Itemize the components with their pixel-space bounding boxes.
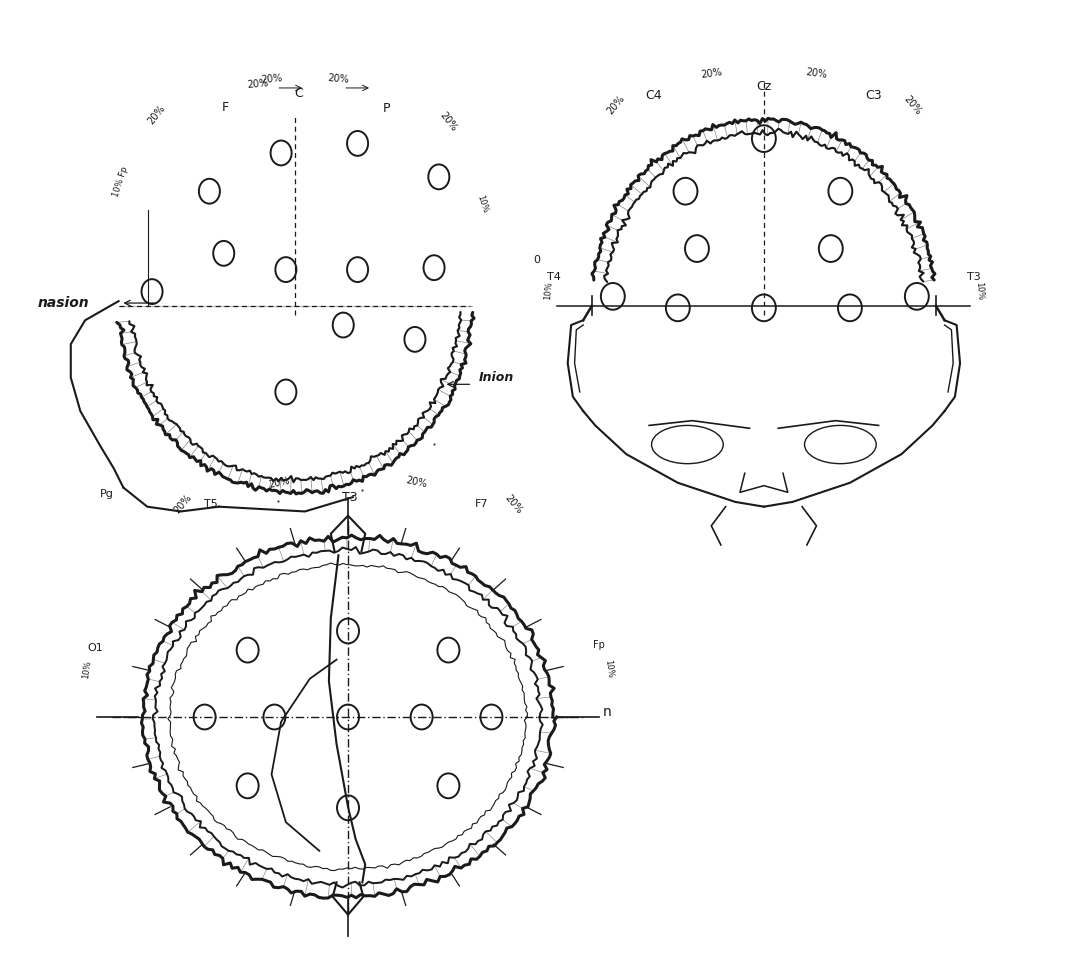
Text: C3: C3 [866,89,882,102]
Text: 10%: 10% [604,660,615,679]
Text: 10% Fp: 10% Fp [111,165,129,198]
Text: 20%: 20% [605,94,627,117]
Text: 20%: 20% [327,74,349,85]
Text: C4: C4 [645,89,663,102]
Text: 20%: 20% [437,110,459,133]
Text: nasion: nasion [37,296,89,310]
Text: 20%: 20% [901,94,923,117]
Text: Cz: Cz [756,79,771,93]
Text: 20%: 20% [172,492,194,515]
Text: 10%: 10% [474,194,489,214]
Text: 20%: 20% [503,492,524,515]
Text: 20%: 20% [406,475,429,489]
Text: 10%: 10% [82,660,92,679]
Text: T5: T5 [205,499,219,509]
Text: Inion: Inion [479,371,515,384]
Text: F: F [222,100,230,114]
Text: 20%: 20% [268,475,290,489]
Text: T4: T4 [547,272,561,282]
Text: P: P [383,101,390,115]
Text: F7: F7 [475,499,489,509]
Text: T3: T3 [967,272,980,282]
Text: 20%: 20% [805,68,828,80]
Text: n: n [603,706,611,719]
Text: O1: O1 [87,643,103,653]
Text: Fp: Fp [593,641,605,650]
Text: 20%: 20% [260,74,283,85]
Text: Pg: Pg [99,489,113,499]
Text: 20%: 20% [146,103,168,126]
Text: 10%: 10% [544,281,554,300]
Text: T3: T3 [342,490,358,504]
Text: 10%: 10% [974,281,985,300]
Text: 20%: 20% [700,68,722,80]
Text: C: C [294,87,302,100]
Text: 0: 0 [533,255,541,265]
Text: 20%: 20% [246,78,269,90]
